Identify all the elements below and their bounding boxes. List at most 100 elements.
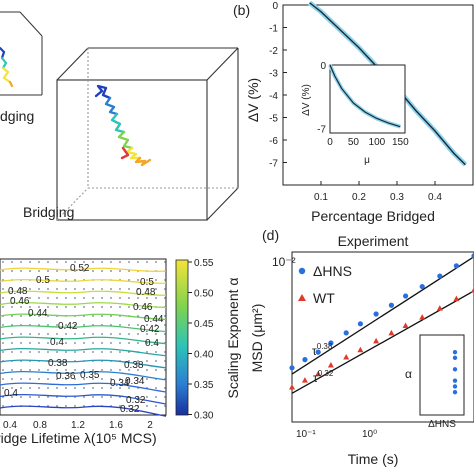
panel-c-grid-dot: [65, 279, 67, 281]
panel-c-grid-dot: [101, 270, 103, 272]
panel-c-grid-dot: [74, 405, 76, 407]
panel-c-grid-dot: [65, 378, 67, 380]
panel-c-grid-dot: [110, 315, 112, 317]
panel-c-grid-dot: [2, 351, 4, 353]
panel-c-grid-dot: [146, 351, 148, 353]
panel-c-grid-dot: [29, 297, 31, 299]
panel-c-grid-dot: [155, 369, 157, 371]
colorbar-tick-label: 0.45: [194, 319, 214, 330]
panel-c-grid-dot: [155, 279, 157, 281]
colorbar: [175, 259, 189, 416]
panel-c-grid-dot: [11, 387, 13, 389]
panel-c-grid-dot: [38, 378, 40, 380]
panel-c-grid-dot: [11, 306, 13, 308]
panel-d-point-dhns: [357, 321, 363, 327]
panel-c-grid-dot: [155, 405, 157, 407]
panel-c-contour-label: 0.35: [80, 370, 100, 381]
panel-c-grid-dot: [146, 378, 148, 380]
panel-c-contour-label: 0.34: [125, 376, 145, 387]
panel-c-grid-dot: [110, 387, 112, 389]
panel-d-inset-point: [452, 355, 458, 361]
panel-c-grid-dot: [110, 288, 112, 290]
panel-d-point-dhns: [289, 365, 295, 371]
panel-c-grid-dot: [164, 261, 166, 263]
panel-d-tag: (d): [262, 227, 279, 243]
panel-c-grid-dot: [119, 324, 121, 326]
panel-c-grid-dot: [74, 261, 76, 263]
panel-c-grid-dot: [20, 315, 22, 317]
panel-d-point-dhns: [403, 293, 409, 299]
panel-c-grid-dot: [11, 342, 13, 344]
panel-c-contour-line: [0, 290, 167, 296]
panel-d-fit-line: [291, 256, 474, 375]
panel-c-grid-dot: [164, 360, 166, 362]
panel-c-grid-dot: [2, 288, 4, 290]
panel-c-grid-dot: [83, 396, 85, 398]
panel-d-point-dhns: [328, 340, 334, 346]
panel-c-grid-dot: [110, 324, 112, 326]
panel-b: (b) ΔV (%) Percentage Bridged 0 -1 -2 -3 -4 -…: [233, 0, 474, 224]
panel-c-contour-label: 0.32: [126, 395, 146, 406]
panel-c-grid-dot: [56, 261, 58, 263]
panel-c-grid-dot: [101, 306, 103, 308]
panel-c-grid-dot: [137, 360, 139, 362]
panel-c-contour-line: [0, 370, 167, 381]
panel-c-grid-dot: [74, 297, 76, 299]
panel-c-grid-dot: [20, 396, 22, 398]
panel-c-contour-label: 0.48: [8, 286, 28, 297]
panel-c-grid-dot: [101, 261, 103, 263]
panel-c-grid-dot: [65, 405, 67, 407]
panel-d-point-wt: [436, 305, 443, 311]
panel-c-contour-label: 0.4: [145, 338, 159, 349]
panel-c-grid-dot: [110, 351, 112, 353]
panel-c-contour-label: 0.44: [28, 308, 48, 319]
panel-c-xtick-label: 0.8: [33, 420, 47, 431]
panel-c-grid-dot: [137, 324, 139, 326]
legend-dhns: ΔHNS: [313, 263, 352, 279]
panel-c-grid-dot: [74, 369, 76, 371]
panel-c-grid-dot: [56, 342, 58, 344]
panel-c-grid-dot: [92, 315, 94, 317]
panel-b-inset-ytick-label: 0: [320, 61, 326, 72]
panel-c-grid-dot: [110, 297, 112, 299]
panel-c-grid-dot: [137, 396, 139, 398]
panel-c-grid-dot: [146, 396, 148, 398]
panel-c-grid-dot: [11, 315, 13, 317]
panel-c-grid-dot: [110, 261, 112, 263]
panel-c-grid-dot: [119, 333, 121, 335]
panel-c-grid-dot: [101, 333, 103, 335]
panel-c-grid-dot: [101, 297, 103, 299]
panel-c-grid-dot: [92, 306, 94, 308]
panel-c-grid-dot: [146, 297, 148, 299]
panel-d-point-wt: [388, 329, 395, 336]
panel-c-xticks: 0.4 0.8 1.2 1.6 2: [3, 420, 153, 431]
panel-c-grid-dot: [65, 387, 67, 389]
panel-b-ytick-label: -7: [269, 159, 278, 170]
panel-d-point-dhns: [388, 302, 395, 308]
panel-b-ytick-label: 0: [272, 1, 278, 12]
panel-c-grid-dot: [101, 315, 103, 317]
panel-c-grid-dot: [47, 387, 49, 389]
panel-c-grid-dot: [47, 306, 49, 308]
panel-d-point-dhns: [315, 349, 321, 355]
panel-d-points: [289, 253, 474, 390]
panel-c-grid-dot: [164, 369, 166, 371]
panel-c-xlabel: ridge Lifetime λ(10⁵ MCS): [0, 430, 157, 446]
panel-c-grid-dot: [101, 378, 103, 380]
panel-c-grid-dot: [146, 369, 148, 371]
panel-c-grid-dot: [11, 351, 13, 353]
panel-c-grid-dot: [128, 279, 130, 281]
panel-c-grid-dot: [11, 333, 13, 335]
panel-b-ytick-label: -3: [269, 69, 278, 80]
panel-c-grid-dot: [119, 378, 121, 380]
panel-c-grid-dot: [92, 342, 94, 344]
panel-c-grid-dot: [29, 342, 31, 344]
panel-b-inset-series: [328, 64, 401, 129]
panel-d-point-wt: [301, 377, 308, 383]
panel-c-grid-dot: [65, 261, 67, 263]
panel-c-grid-dot: [47, 297, 49, 299]
panel-c-grid-dot: [65, 288, 67, 290]
panel-c-grid-dot: [11, 378, 13, 380]
panel-c-grid-dot: [20, 378, 22, 380]
